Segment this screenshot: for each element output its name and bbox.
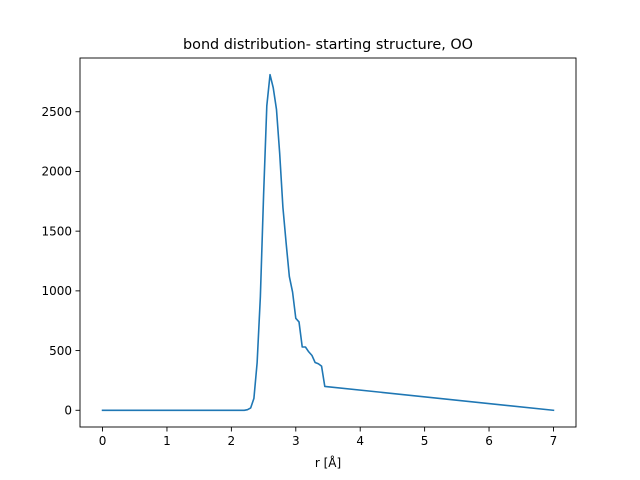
y-tick-label: 2500	[41, 105, 72, 119]
x-tick-label: 5	[421, 434, 429, 448]
x-tick-label: 6	[485, 434, 493, 448]
x-axis: 0 1 2 3 4 5 6 7	[99, 427, 558, 448]
y-tick-label: 0	[64, 404, 72, 418]
x-axis-label: r [Å]	[315, 455, 341, 470]
x-tick-label: 7	[550, 434, 558, 448]
x-tick-label: 1	[163, 434, 171, 448]
y-tick-label: 1500	[41, 224, 72, 238]
y-tick-label: 500	[49, 344, 72, 358]
x-tick-label: 0	[99, 434, 107, 448]
chart-title: bond distribution- starting structure, O…	[183, 37, 473, 53]
x-tick-label: 3	[292, 434, 300, 448]
series-line-0	[101, 73, 555, 412]
y-axis: 0 500 1000 1500 2000 2500	[41, 105, 80, 418]
series-layer	[101, 73, 555, 412]
y-tick-label: 1000	[41, 284, 72, 298]
x-tick-label: 4	[356, 434, 364, 448]
y-tick-label: 2000	[41, 165, 72, 179]
plot-frame	[79, 57, 577, 428]
x-tick-label: 2	[228, 434, 236, 448]
